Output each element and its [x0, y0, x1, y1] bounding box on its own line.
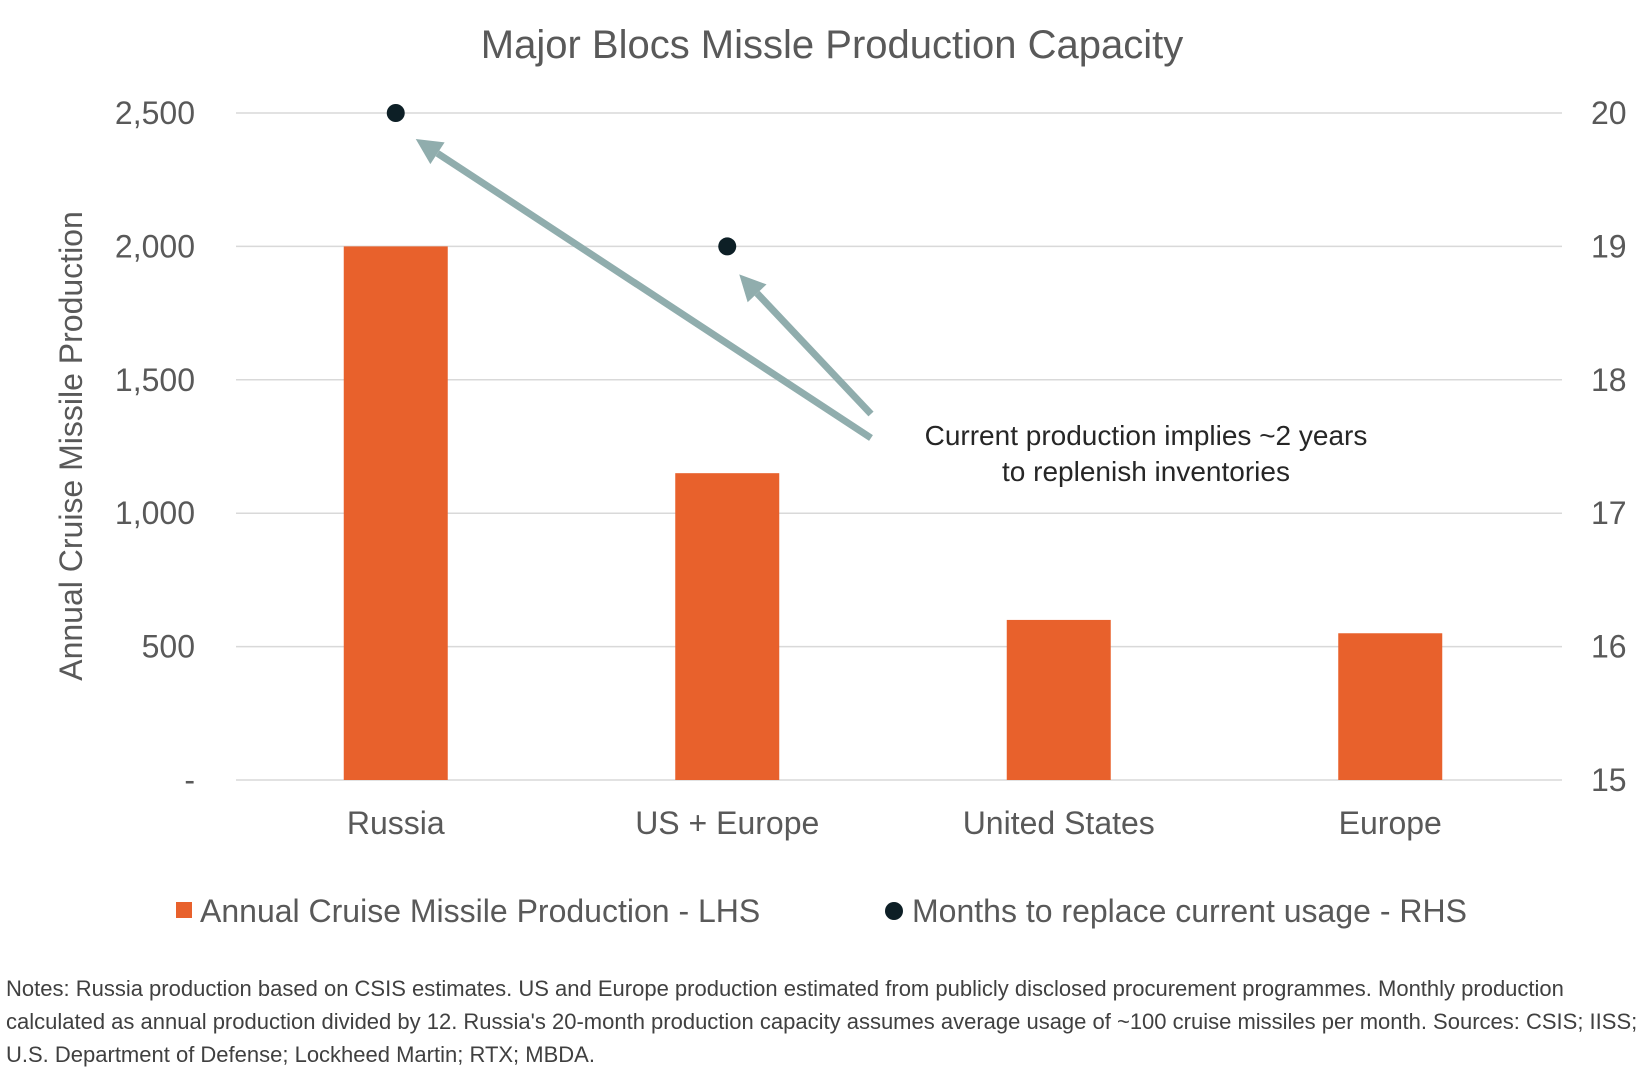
legend-swatch-bar [176, 902, 192, 918]
right-tick-label: 15 [1591, 762, 1627, 798]
left-tick-label: 1,500 [115, 362, 195, 398]
left-tick-label: 500 [142, 629, 195, 665]
chart-title: Major Blocs Missle Production Capacity [481, 23, 1183, 67]
bar-russia [343, 246, 448, 780]
legend-swatch-point [885, 902, 903, 920]
chart: Major Blocs Missle Production Capacity A… [53, 23, 1627, 929]
right-tick-label: 16 [1591, 629, 1627, 665]
bar-series [343, 246, 1443, 780]
annotation-text: Current production implies ~2 years to r… [925, 420, 1368, 487]
bar-europe [1338, 633, 1443, 780]
right-tick-label: 20 [1591, 95, 1627, 131]
category-label: US + Europe [635, 805, 819, 841]
right-axis-ticks: 15 16 17 18 19 20 [1591, 95, 1627, 798]
y-axis-label: Annual Cruise Missile Production [53, 211, 89, 681]
point-us-europe [718, 237, 737, 256]
bar-united-states [1006, 619, 1111, 780]
left-tick-label: 2,000 [115, 228, 195, 264]
bar-us-europe [675, 473, 780, 780]
annotation-line-1: Current production implies ~2 years [925, 420, 1368, 451]
category-label: Europe [1339, 805, 1442, 841]
annotation-arrow-head [739, 274, 767, 303]
point-russia [386, 104, 405, 122]
left-axis-ticks: - 500 1,000 1,500 2,000 2,500 [115, 95, 195, 798]
right-tick-label: 19 [1591, 228, 1627, 264]
right-tick-label: 18 [1591, 362, 1627, 398]
left-tick-label: 2,500 [115, 95, 195, 131]
right-tick-label: 17 [1591, 495, 1627, 531]
category-labels: Russia US + Europe United States Europe [347, 805, 1442, 841]
category-label: Russia [347, 805, 445, 841]
legend: Annual Cruise Missile Production - LHS M… [176, 893, 1467, 929]
category-label: United States [963, 805, 1155, 841]
annotation-arrow-shaft [435, 150, 873, 441]
annotation-line-2: to replenish inventories [1002, 456, 1290, 487]
chart-notes: Notes: Russia production based on CSIS e… [6, 976, 1638, 1067]
legend-label-point: Months to replace current usage - RHS [912, 893, 1467, 929]
left-tick-label: - [184, 762, 195, 798]
annotation-arrow-head [415, 139, 445, 165]
point-series [386, 104, 737, 256]
legend-label-bar: Annual Cruise Missile Production - LHS [200, 893, 760, 929]
annotation-arrow-shaft [754, 290, 874, 417]
left-tick-label: 1,000 [115, 495, 195, 531]
annotation-arrows [415, 139, 874, 441]
